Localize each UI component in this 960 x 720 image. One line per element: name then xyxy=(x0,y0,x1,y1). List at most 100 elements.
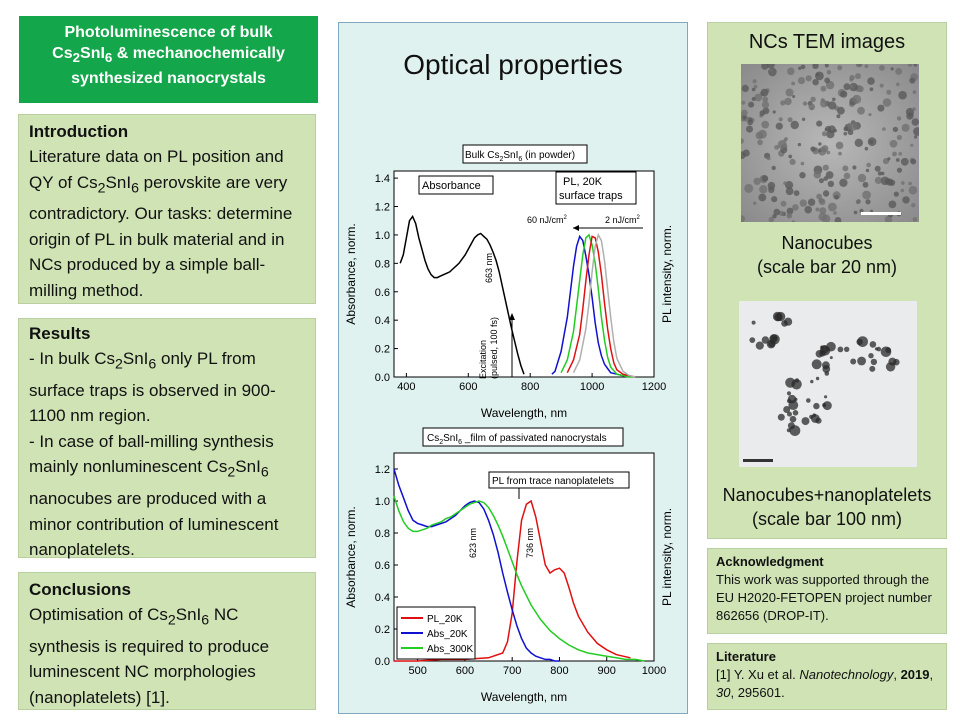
nanoparticle xyxy=(791,81,795,86)
literature-reference: [1] Y. Xu et al. Nanotechnology, 2019, 3… xyxy=(716,667,934,700)
nanoparticle xyxy=(797,77,806,85)
nanoparticle xyxy=(821,131,828,137)
nanoplatelet xyxy=(810,379,814,384)
nanoparticle xyxy=(837,65,843,71)
nanoparticle xyxy=(882,127,886,131)
nanoplatelet xyxy=(766,339,776,349)
nanoparticle xyxy=(808,103,816,111)
nanoparticle xyxy=(895,158,900,162)
nanoparticle xyxy=(789,158,796,165)
nanoparticle xyxy=(748,101,755,108)
series-line-absorbance xyxy=(399,215,525,375)
nanoparticle xyxy=(824,64,829,68)
series-line-abs-300k xyxy=(393,495,645,662)
nanoparticle xyxy=(766,64,775,69)
nanoplatelet xyxy=(811,359,822,370)
nanoparticle xyxy=(742,115,747,120)
conclusions-heading: Conclusions xyxy=(29,580,132,599)
nanoparticle xyxy=(868,113,872,117)
nanoparticle xyxy=(913,127,919,136)
nanoparticle xyxy=(760,88,769,97)
nanoparticle xyxy=(896,116,902,121)
literature-heading: Literature xyxy=(716,649,776,664)
nanoparticle xyxy=(912,90,917,94)
nanoparticle xyxy=(834,217,842,222)
nanoplatelet xyxy=(857,356,866,366)
peak-663-label: 663 nm xyxy=(484,253,494,283)
nanoparticle xyxy=(835,141,844,150)
nanoparticle xyxy=(832,97,836,102)
nanoplatelet xyxy=(837,346,844,353)
nanoparticle xyxy=(818,149,822,153)
nanoplatelet xyxy=(777,413,785,421)
nanoplatelet xyxy=(749,337,756,343)
nanoparticle xyxy=(900,188,904,193)
power-60-label: 60 nJ/cm2 xyxy=(527,215,568,225)
nanoparticle xyxy=(855,73,861,80)
nanoplatelet xyxy=(868,353,874,359)
nanoparticle xyxy=(818,142,822,146)
x-tick-label: 500 xyxy=(408,665,426,677)
nanoplatelet xyxy=(880,346,892,358)
title-line-1: Photoluminescence of bulk xyxy=(64,24,273,41)
nanoparticle xyxy=(870,209,874,213)
nanoplatelet xyxy=(874,347,879,351)
nanoparticle xyxy=(792,95,796,98)
nanoparticle xyxy=(843,83,851,91)
nanoparticle xyxy=(907,64,913,67)
nanoparticle xyxy=(822,164,829,171)
nanoparticle xyxy=(815,207,820,212)
y-tick-label: 1.0 xyxy=(375,230,390,242)
nanoparticle xyxy=(753,201,757,205)
nanoparticle xyxy=(820,85,827,92)
nanoparticle xyxy=(896,134,902,141)
nanoparticle xyxy=(895,67,903,75)
nanoparticle xyxy=(766,156,771,161)
chart2-title: Cs2SnI6 _film of passivated nanocrystals xyxy=(427,433,607,446)
x-tick-label: 400 xyxy=(397,381,415,393)
nanoparticle xyxy=(752,79,757,84)
nanoparticle xyxy=(911,203,916,208)
x-tick-label: 900 xyxy=(598,665,616,677)
nanoplatelet xyxy=(869,365,876,372)
optical-properties-heading: Optical properties xyxy=(403,49,623,80)
film-chart: Cs2SnI6 _film of passivated nanocrystals… xyxy=(344,427,674,704)
nanoparticle xyxy=(778,117,783,122)
nanoparticle xyxy=(911,118,919,126)
nanoparticle xyxy=(747,117,753,123)
nanoparticle xyxy=(769,68,773,72)
nanoparticle xyxy=(792,204,799,211)
nanoparticle xyxy=(786,207,794,215)
x-tick-label: 800 xyxy=(521,381,539,393)
nanoparticle xyxy=(775,122,783,130)
nanoparticle xyxy=(867,77,875,85)
surface-traps-label: surface traps xyxy=(559,190,623,202)
acknowledgment-heading: Acknowledgment xyxy=(716,554,824,569)
optical-properties-panel: Optical properties Bulk Cs2SnI6 (in powd… xyxy=(338,22,688,714)
nanoparticle xyxy=(834,195,839,200)
nanoplatelet xyxy=(820,345,824,349)
nanoparticle xyxy=(898,152,902,156)
y-tick-label: 0.2 xyxy=(375,624,390,636)
nanoparticle xyxy=(793,190,800,196)
nanoparticle xyxy=(771,165,776,171)
nanoparticle xyxy=(818,197,824,204)
nanoparticle xyxy=(791,220,795,222)
conclusions-panel: Conclusions Optimisation of Cs2SnI6 NC s… xyxy=(18,572,316,710)
series-line-pl xyxy=(566,235,636,378)
nanoparticle xyxy=(746,125,753,133)
nanoplatelet xyxy=(885,362,896,372)
nanoplatelet xyxy=(783,406,791,413)
nanoparticle xyxy=(816,120,823,127)
nanoplatelet xyxy=(786,398,792,404)
nanoparticle xyxy=(862,181,869,188)
nanoparticle xyxy=(880,171,885,176)
series-line-pl-20k xyxy=(394,499,631,662)
nanoparticle xyxy=(843,131,848,136)
nanoparticle xyxy=(902,196,910,204)
poster-title: Photoluminescence of bulk Cs2SnI6 & mech… xyxy=(19,16,318,103)
nanoplatelet xyxy=(822,361,830,370)
nanoplatelet xyxy=(751,320,756,325)
nanoparticle xyxy=(786,213,793,219)
nanoparticle xyxy=(896,167,903,173)
